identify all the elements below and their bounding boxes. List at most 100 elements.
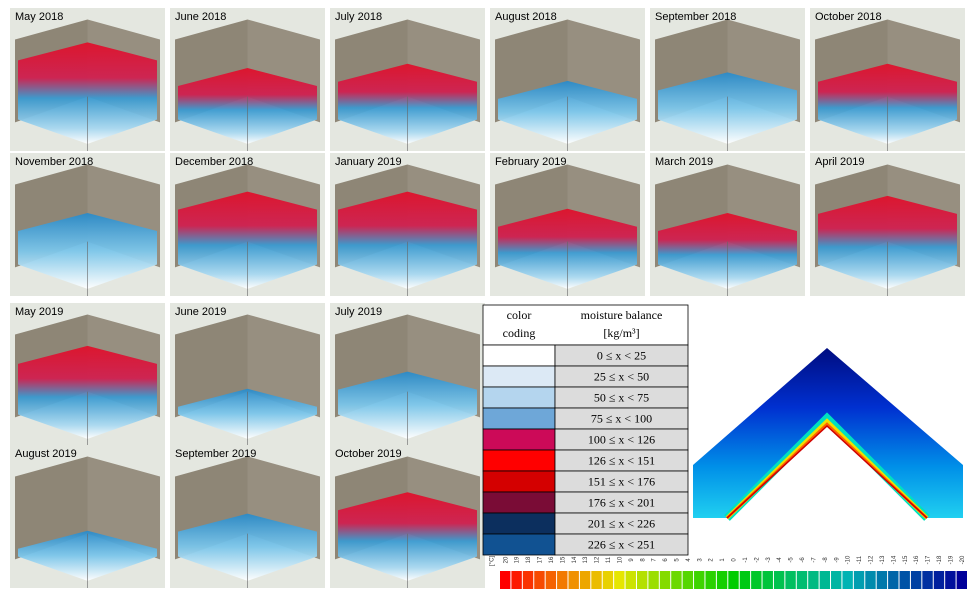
panel: April 2019: [810, 153, 965, 296]
scale-swatch: [602, 571, 614, 589]
scale-label: 2: [709, 558, 715, 562]
wall: [87, 456, 160, 560]
panel: May 2018: [10, 8, 165, 151]
scale-swatch: [831, 571, 842, 589]
scale-label: 20: [503, 556, 509, 563]
scale-label: -9: [834, 557, 840, 563]
wall: [247, 314, 320, 418]
scale-label: 3: [697, 558, 703, 562]
scale-label: 18: [526, 556, 532, 563]
wall: [175, 314, 248, 418]
header-text: coding: [503, 326, 536, 340]
range-text: 75 ≤ x < 100: [591, 411, 652, 425]
panel-label: June 2018: [175, 11, 226, 23]
scale-swatch: [888, 571, 899, 589]
panel: July 2018: [330, 8, 485, 151]
moisture-surface: [178, 191, 317, 289]
scale-label: 17: [538, 556, 544, 563]
scale-label: 8: [640, 558, 646, 562]
scale-label: 1: [720, 558, 726, 562]
panel-label: August 2018: [495, 11, 557, 23]
scale-label: 12: [595, 556, 601, 563]
color-swatch: [482, 386, 556, 409]
scale-label: -6: [800, 557, 806, 563]
panel-label: January 2019: [335, 156, 402, 168]
scale-swatch: [899, 571, 910, 589]
scale-label: 16: [549, 556, 555, 563]
header-text: color: [507, 308, 532, 322]
range-text: 0 ≤ x < 25: [597, 348, 646, 362]
legend-table: color coding moisture balance [kg/m³] 0 ≤ x …: [482, 304, 689, 556]
panel-label: July 2019: [335, 306, 382, 318]
scale-swatch: [614, 571, 625, 589]
scale-label: 10: [617, 556, 623, 563]
panel-label: October 2018: [815, 11, 882, 23]
scale-swatch: [796, 571, 808, 589]
scale-label: -16: [914, 555, 920, 564]
scale-swatch: [682, 571, 694, 589]
scale-swatch: [716, 571, 728, 589]
scale-label: -18: [937, 555, 943, 564]
panel: November 2018: [10, 153, 165, 296]
color-swatch: [482, 533, 556, 556]
range-text: 201 ≤ x < 226: [588, 516, 655, 530]
panel: October 2019: [330, 445, 485, 588]
scale-swatch: [945, 571, 956, 589]
scale-label: -5: [789, 557, 795, 563]
header-text: moisture balance: [581, 308, 663, 322]
scale-label: 0: [732, 558, 738, 562]
scale-swatch: [500, 571, 511, 589]
scale-swatch: [922, 571, 933, 589]
color-swatch: [482, 365, 556, 388]
scale-label: 7: [652, 558, 658, 562]
scale-swatch: [956, 571, 967, 589]
panel: February 2019: [490, 153, 645, 296]
panel: March 2019: [650, 153, 805, 296]
panel-label: July 2018: [335, 11, 382, 23]
panel: June 2018: [170, 8, 325, 151]
header-text: [kg/m³]: [603, 326, 639, 340]
color-scale: [°C] 20 19 18 17 16 15 14 13 12 11 10 9 8 7 6 5 4 3 2 1 0 -1 -2…: [490, 555, 967, 589]
heatmap-layer: [726, 424, 928, 519]
scale-swatch: [762, 571, 773, 589]
scale-swatch: [739, 571, 751, 589]
color-swatch: [482, 407, 556, 430]
panel: July 2019: [330, 303, 485, 446]
panel-label: September 2019: [175, 448, 256, 460]
scale-swatch: [545, 571, 557, 589]
scale-swatch: [591, 571, 602, 589]
scale-label: -11: [857, 555, 863, 564]
range-text: 25 ≤ x < 50: [594, 369, 649, 383]
scale-swatch: [511, 571, 522, 589]
color-swatch: [482, 344, 556, 367]
scale-label: 4: [686, 558, 692, 562]
scale-label: 9: [629, 558, 635, 562]
scale-label: -10: [846, 555, 852, 564]
heatmap-body: [693, 348, 963, 518]
panel-label: June 2019: [175, 306, 226, 318]
scale-swatch: [636, 571, 648, 589]
panel: October 2018: [810, 8, 965, 151]
scale-swatch: [568, 571, 579, 589]
scale-swatch: [819, 571, 831, 589]
range-text: 226 ≤ x < 251: [588, 537, 655, 551]
range-text: 151 ≤ x < 176: [588, 474, 655, 488]
panel: December 2018: [170, 153, 325, 296]
range-text: 100 ≤ x < 126: [588, 432, 655, 446]
scale-label: -4: [777, 557, 783, 563]
scale-swatch: [808, 571, 819, 589]
panel-label: May 2019: [15, 306, 63, 318]
panel: September 2018: [650, 8, 805, 151]
scale-swatch: [534, 571, 545, 589]
scale-label: 5: [675, 558, 681, 562]
panel: January 2019: [330, 153, 485, 296]
scale-label: -17: [926, 555, 932, 564]
scale-label: 11: [606, 556, 612, 563]
panel-label: October 2019: [335, 448, 402, 460]
scale-label: 14: [572, 556, 578, 563]
panel-label: February 2019: [495, 156, 567, 168]
scale-swatch: [910, 571, 922, 589]
panel-label: March 2019: [655, 156, 713, 168]
scale-swatch: [579, 571, 591, 589]
